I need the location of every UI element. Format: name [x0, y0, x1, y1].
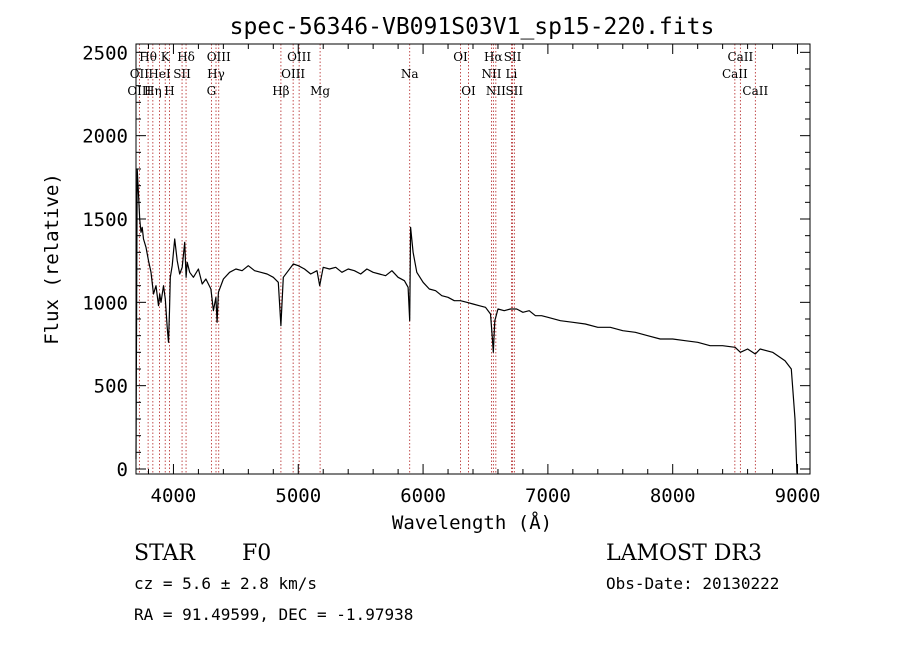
chart-title: spec-56346-VB091S03V1_sp15-220.fits — [230, 14, 715, 40]
line-marker-label: Li — [506, 67, 518, 81]
line-marker-label: Hδ — [177, 50, 195, 64]
object-class: STAR — [134, 541, 196, 566]
line-marker-label: G — [207, 84, 217, 98]
emission-line-markers — [138, 44, 756, 474]
line-marker-label: SII — [505, 84, 523, 98]
coordinates: RA = 91.49599, DEC = -1.97938 — [134, 605, 413, 624]
y-tick-label: 0 — [117, 459, 128, 481]
line-marker-label: NII — [486, 84, 506, 98]
x-axis-label: Wavelength (Å) — [392, 511, 552, 534]
spectrum-line — [135, 168, 799, 475]
plot-frame — [135, 43, 811, 475]
y-tick-label: 500 — [94, 376, 128, 398]
x-tick-label: 6000 — [400, 485, 446, 507]
line-marker-label: CaII — [727, 50, 753, 64]
redshift-velocity: cz = 5.6 ± 2.8 km/s — [134, 574, 317, 593]
line-marker-label: SII — [173, 67, 191, 81]
x-tick-label: 9000 — [775, 485, 821, 507]
line-marker-label: Hη — [144, 84, 162, 98]
line-marker-label: Hβ — [272, 84, 289, 98]
line-marker-label: OII — [130, 67, 150, 81]
survey-name: LAMOST DR3 — [606, 541, 762, 566]
x-tick-label: 8000 — [650, 485, 696, 507]
x-axis: 4000 5000 6000 7000 8000 9000 — [147, 44, 821, 507]
y-tick-label: 2000 — [82, 126, 128, 148]
line-marker-label: HeI — [148, 67, 171, 81]
x-tick-label: 4000 — [151, 485, 197, 507]
y-tick-label: 1500 — [82, 209, 128, 231]
y-tick-label: 1000 — [82, 292, 128, 314]
line-marker-label: H — [164, 84, 174, 98]
line-marker-label: Hγ — [207, 67, 225, 81]
line-marker-label: OIII — [207, 50, 231, 64]
line-marker-label: OI — [453, 50, 468, 64]
line-marker-label: CaII — [742, 84, 768, 98]
x-tick-label: 5000 — [275, 485, 321, 507]
line-marker-label: OI — [461, 84, 476, 98]
y-tick-label: 2500 — [82, 42, 128, 64]
line-marker-label: K — [161, 50, 171, 64]
line-marker-label: OIII — [287, 50, 311, 64]
y-axis: 0 500 1000 1500 2000 2500 — [82, 42, 810, 481]
observation-date: Obs-Date: 20130222 — [606, 574, 779, 593]
x-tick-label: 7000 — [525, 485, 571, 507]
line-marker-label: SII — [504, 50, 522, 64]
line-marker-label: Hθ — [139, 50, 157, 64]
line-marker-label: Hα — [484, 50, 503, 64]
line-marker-label: CaII — [722, 67, 748, 81]
line-marker-label: OIII — [281, 67, 305, 81]
line-marker-label: Mg — [310, 84, 330, 98]
spectral-subclass: F0 — [242, 541, 271, 566]
line-marker-label: Na — [401, 67, 419, 81]
line-marker-label: OIII — [127, 84, 151, 98]
line-marker-label: NII — [481, 67, 501, 81]
y-axis-label: Flux (relative) — [41, 173, 63, 345]
